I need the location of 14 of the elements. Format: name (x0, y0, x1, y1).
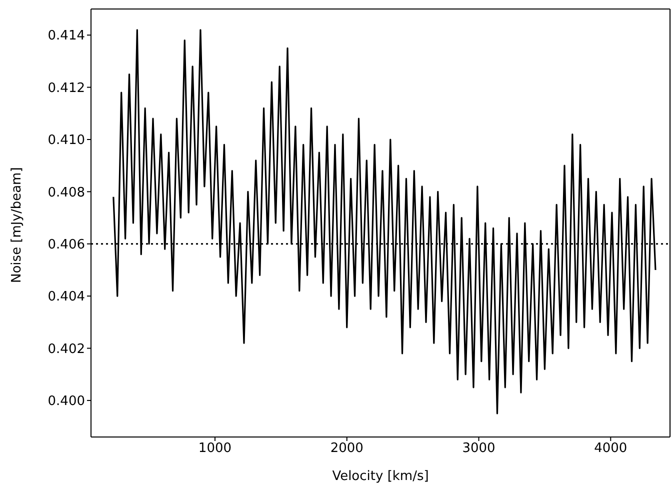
y-tick-label: 0.400 (48, 394, 85, 410)
y-tick-label: 0.402 (48, 342, 85, 357)
y-tick-label: 0.414 (48, 28, 85, 44)
x-tick-label: 4000 (594, 441, 628, 456)
y-tick-label: 0.404 (48, 290, 85, 305)
x-tick-label: 3000 (462, 441, 496, 456)
y-tick-label: 0.406 (48, 237, 85, 252)
y-tick-label: 0.408 (48, 185, 85, 200)
y-tick-label: 0.412 (48, 80, 85, 96)
y-tick-label: 0.410 (48, 133, 85, 148)
x-axis-title: Velocity [km/s] (332, 469, 429, 484)
y-axis-title: Noise [mJy/beam] (10, 167, 25, 283)
x-tick-label: 1000 (198, 441, 232, 456)
x-tick-label: 2000 (330, 441, 364, 456)
